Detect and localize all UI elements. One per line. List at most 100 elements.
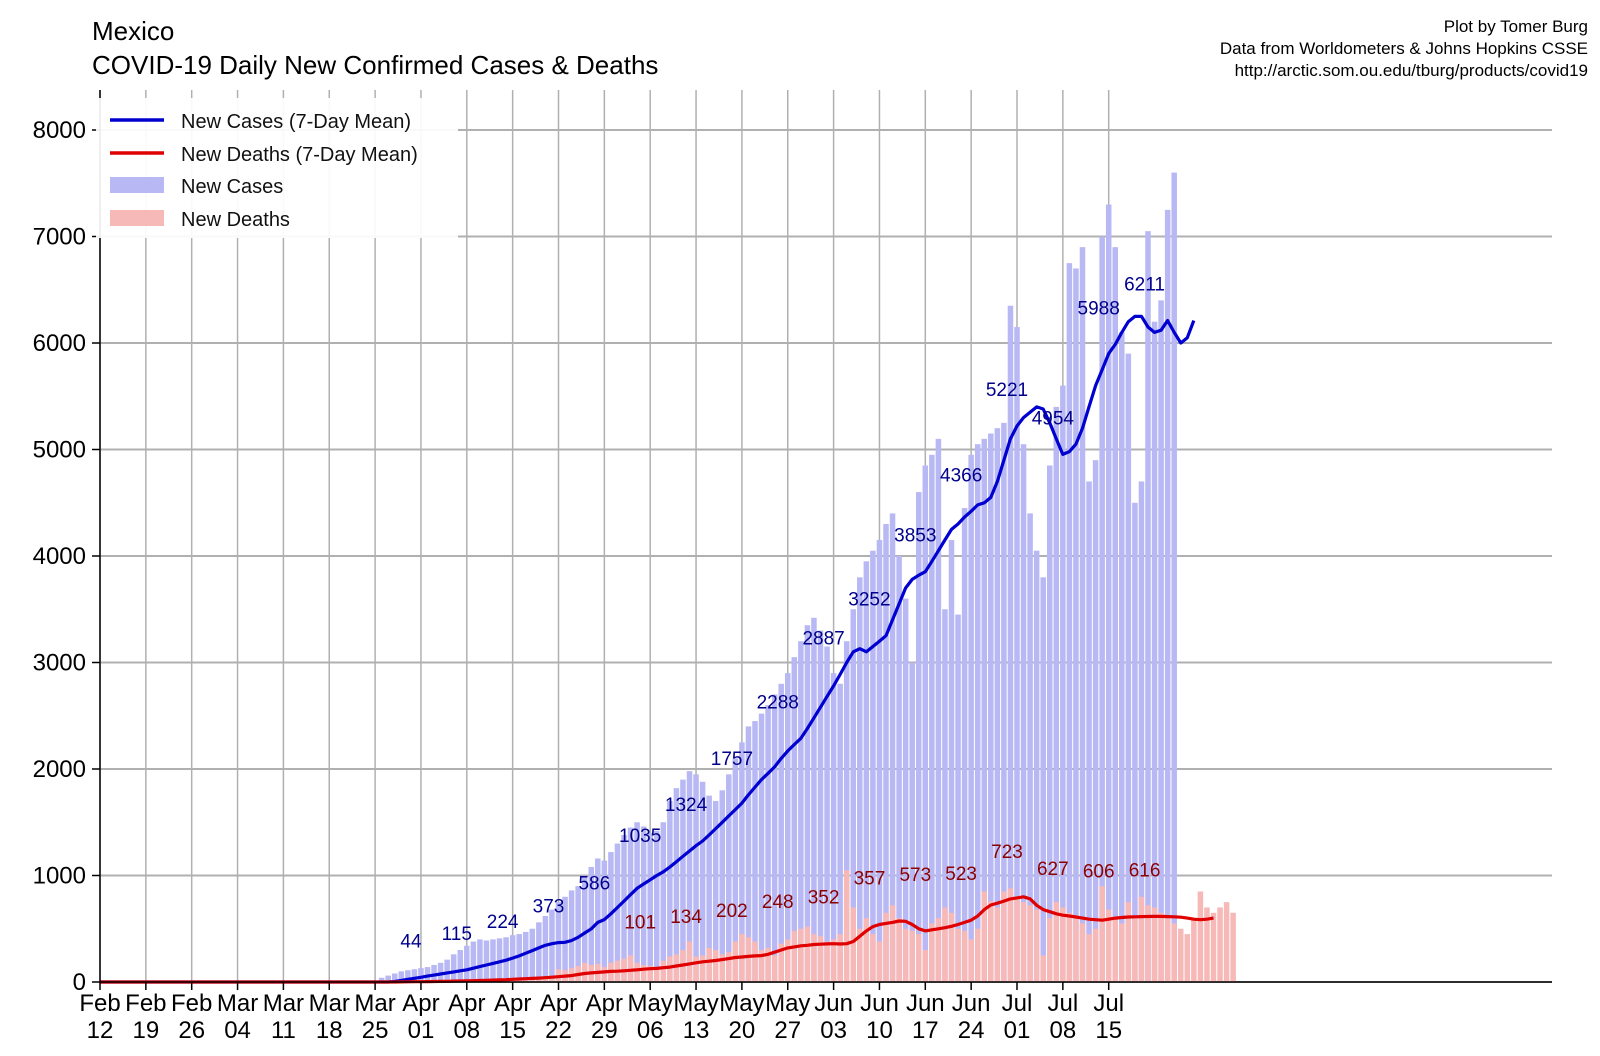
x-tick-label-day: 06 — [637, 1017, 664, 1044]
case-bar — [870, 550, 876, 982]
death-bar — [1027, 905, 1033, 982]
death-bar — [627, 955, 634, 982]
case-bar — [522, 931, 529, 982]
x-tick-label-month: Jul — [1002, 990, 1033, 1017]
case-bar — [948, 540, 955, 982]
x-tick-label-day: 10 — [866, 1017, 893, 1044]
case-bar — [483, 940, 490, 982]
case-bar — [935, 438, 942, 983]
legend-label-cases-bar: New Cases — [181, 176, 283, 198]
death-bar — [1066, 912, 1073, 982]
case-bar — [1119, 332, 1125, 983]
death-bar — [784, 939, 791, 982]
case-bar — [1007, 305, 1014, 983]
case-bar — [942, 609, 948, 982]
x-tick-label-month: Jul — [1048, 990, 1079, 1017]
case-bar — [771, 694, 778, 982]
death-bar — [1132, 918, 1138, 982]
death-bar — [981, 891, 988, 982]
case-bar — [1014, 327, 1020, 982]
death-bar — [876, 941, 883, 982]
case-bar — [1164, 209, 1171, 982]
axes: 010002000300040005000600070008000Feb12Fe… — [33, 90, 1552, 1044]
x-tick-label-month: Jul — [1093, 990, 1124, 1017]
x-tick-label-day: 26 — [178, 1017, 205, 1044]
case-bar — [837, 683, 843, 982]
x-tick-label-day: 13 — [683, 1017, 710, 1044]
case-bar — [595, 858, 601, 982]
death-bar — [1060, 907, 1066, 982]
case-annotation: 2887 — [802, 629, 844, 650]
legend-label-deaths-bar: New Deaths — [181, 209, 290, 231]
x-tick-label-day: 15 — [499, 1017, 526, 1044]
death-bar — [771, 955, 778, 982]
x-tick-label-month: May — [765, 990, 810, 1017]
case-bar — [568, 890, 575, 982]
case-annotation: 586 — [578, 874, 610, 895]
case-bar — [974, 444, 981, 982]
death-bar — [647, 966, 653, 982]
case-annotation: 224 — [487, 912, 519, 933]
case-bar — [680, 779, 686, 982]
case-bar — [1158, 300, 1164, 982]
case-bar — [464, 945, 470, 982]
case-annotation: 4954 — [1032, 408, 1075, 429]
death-bar — [1184, 934, 1191, 982]
x-tick-label-month: Feb — [171, 990, 212, 1017]
death-bar — [804, 926, 811, 982]
case-bar — [575, 886, 581, 982]
death-annotation: 723 — [991, 842, 1023, 863]
x-tick-label-month: Feb — [125, 990, 166, 1017]
y-tick-label: 5000 — [33, 437, 86, 464]
y-tick-label: 1000 — [33, 863, 86, 890]
case-bar — [588, 866, 595, 982]
death-bar — [902, 928, 909, 982]
death-bar — [1151, 907, 1158, 982]
case-annotation: 2288 — [757, 692, 799, 713]
case-bar — [739, 742, 745, 982]
death-bar — [660, 960, 667, 982]
x-tick-label-day: 12 — [87, 1017, 114, 1044]
death-bar — [1053, 902, 1060, 982]
case-bar — [745, 726, 752, 982]
case-bar — [719, 790, 726, 982]
death-bar — [922, 950, 929, 982]
case-bar — [758, 713, 765, 982]
death-bar — [1014, 896, 1020, 982]
death-annotation: 248 — [762, 892, 794, 913]
x-tick-label-day: 04 — [224, 1017, 251, 1044]
death-annotation: 616 — [1129, 860, 1161, 881]
death-bar — [1223, 902, 1230, 982]
death-bar — [915, 934, 922, 982]
death-bar — [988, 901, 994, 982]
x-tick-label-month: Apr — [494, 990, 531, 1017]
death-bar — [1164, 918, 1171, 982]
case-bar — [1092, 460, 1099, 982]
x-tick-label-month: Mar — [263, 990, 304, 1017]
case-bar — [1001, 422, 1007, 982]
death-bar — [765, 947, 771, 982]
case-bar — [1046, 465, 1053, 983]
credit-source: Data from Worldometers & Johns Hopkins C… — [1220, 39, 1588, 58]
credit-url: http://arctic.som.ou.edu/tburg/products/… — [1235, 61, 1588, 80]
death-bar — [1177, 928, 1184, 982]
death-bar — [968, 939, 974, 982]
case-bar — [791, 657, 798, 982]
case-bar — [1171, 172, 1177, 983]
x-tick-label-month: May — [673, 990, 718, 1017]
death-bar — [542, 977, 549, 982]
death-bar — [1001, 891, 1007, 982]
x-tick-label-month: Apr — [448, 990, 485, 1017]
x-tick-label-day: 24 — [958, 1017, 985, 1044]
death-bar — [830, 939, 837, 982]
x-tick-label-day: 25 — [362, 1017, 389, 1044]
x-tick-label-month: Apr — [586, 990, 623, 1017]
x-tick-label-day: 29 — [591, 1017, 618, 1044]
death-bar — [883, 912, 889, 982]
x-tick-label-month: Mar — [309, 990, 350, 1017]
x-tick-label-month: Apr — [402, 990, 439, 1017]
death-bar — [601, 967, 608, 982]
death-bar — [673, 954, 680, 982]
case-bar — [1040, 577, 1046, 982]
